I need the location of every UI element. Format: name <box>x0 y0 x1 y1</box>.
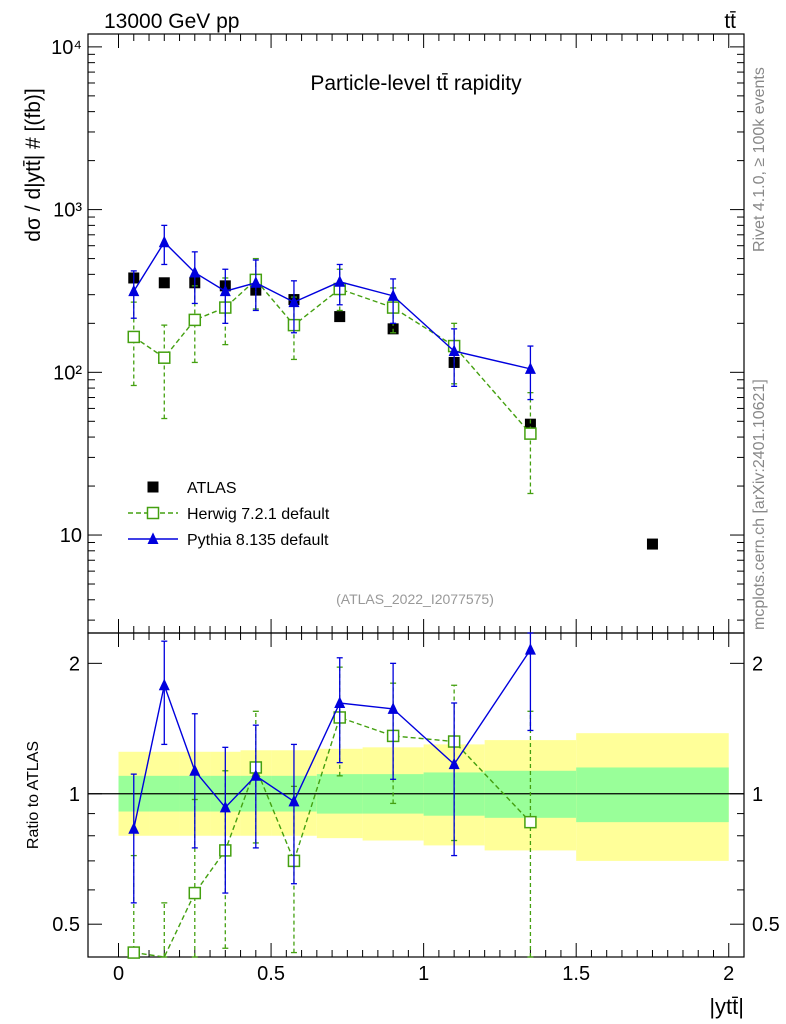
data-point <box>288 295 300 308</box>
rivet-version-label: Rivet 4.1.0, ≥ 100k events <box>751 67 768 252</box>
data-point <box>250 769 262 781</box>
mcplots-label: mcplots.cern.ch [arXiv:2401.10621] <box>751 379 768 630</box>
y-tick-label: 10 <box>60 525 82 547</box>
series-line <box>133 278 531 435</box>
x-tick-label: 0 <box>113 963 124 985</box>
data-point <box>387 702 399 714</box>
ratio-plot-frame <box>87 632 745 958</box>
data-point <box>524 643 536 655</box>
ratio-y-tick-label: 0.5 <box>52 914 80 936</box>
data-point <box>146 506 160 520</box>
data-point <box>189 764 201 776</box>
data-point <box>288 794 300 807</box>
data-point <box>127 946 141 959</box>
data-point <box>448 344 460 357</box>
data-point <box>147 532 159 544</box>
ratio-y-tick-label-right: 2 <box>752 653 763 675</box>
data-point <box>524 427 537 440</box>
ratio-y-tick-label-right: 1 <box>752 784 763 806</box>
ratio-y-tick-label: 1 <box>69 784 80 806</box>
y-tick-label: 10² <box>53 362 82 384</box>
analysis-tag: (ATLAS_2022_I2077575) <box>336 591 494 607</box>
legend-label: ATLAS <box>187 480 237 497</box>
y-axis-label: dσ / d|ytt̄| # [(fb)] <box>22 88 45 241</box>
uncertainty-band-inner <box>576 767 729 823</box>
data-point <box>188 313 202 327</box>
data-point <box>646 538 658 550</box>
main-plot-panel: Particle-level tt̄ rapidity dσ / d|ytt̄|… <box>22 33 745 634</box>
data-point <box>158 277 170 289</box>
data-point <box>219 284 231 297</box>
data-point <box>128 822 140 834</box>
data-point <box>334 275 346 287</box>
process-label: tt̄ <box>724 10 736 33</box>
x-tick-label: 2 <box>723 963 734 985</box>
data-point <box>448 757 460 770</box>
data-point <box>127 330 141 344</box>
data-point <box>147 481 159 493</box>
series-pythia-8-135-default <box>128 224 536 401</box>
y-tick-label: 10⁴ <box>51 37 82 59</box>
y-tick-label: 10³ <box>53 200 82 222</box>
ratio-y-tick-label-right: 0.5 <box>752 914 780 936</box>
series-line <box>133 241 531 370</box>
data-point <box>128 284 140 297</box>
data-point <box>219 800 231 813</box>
data-point <box>387 289 399 301</box>
ratio-plot-panel: Ratio to ATLAS |ytt̄| 0.5 0.5 1 1 2 2 0 0.5 1 1.… <box>25 632 780 1019</box>
plot-title: Particle-level tt̄ rapidity <box>310 72 522 95</box>
data-point <box>250 276 262 288</box>
legend-label: Herwig 7.2.1 default <box>187 506 330 523</box>
legend: ATLAS Herwig 7.2.1 default Pythia 8.135 de… <box>128 480 330 549</box>
data-point <box>524 418 536 430</box>
x-tick-label: 0.5 <box>257 963 285 985</box>
series-herwig-7-2-1-default <box>127 257 537 495</box>
data-point <box>524 815 537 829</box>
data-point <box>524 362 536 374</box>
legend-label: Pythia 8.135 default <box>187 532 329 549</box>
ratio-y-axis-label: Ratio to ATLAS <box>25 741 42 849</box>
ratio-series-line <box>133 716 531 958</box>
energy-label: 13000 GeV pp <box>104 10 239 33</box>
x-axis-label: |ytt̄| <box>709 994 744 1019</box>
data-point <box>158 351 171 364</box>
data-point <box>334 696 346 708</box>
ratio-y-tick-label: 2 <box>69 653 80 675</box>
ratio-series-pythia-8-135-default <box>128 632 536 904</box>
data-point <box>189 266 201 278</box>
data-point <box>158 235 170 248</box>
ratio-series-line <box>133 649 532 829</box>
data-point <box>158 678 170 691</box>
x-tick-label: 1.5 <box>562 963 590 985</box>
x-tick-label: 1 <box>418 963 429 985</box>
data-point <box>334 311 346 323</box>
data-point <box>188 886 202 900</box>
